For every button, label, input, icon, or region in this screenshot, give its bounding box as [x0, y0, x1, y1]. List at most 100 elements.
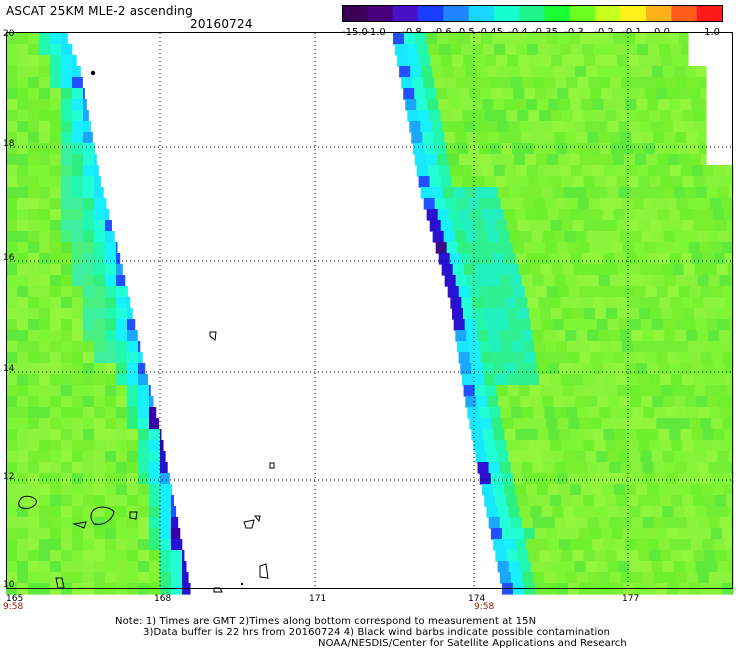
swath-cell — [607, 187, 620, 199]
swath-cell — [594, 220, 607, 232]
swath-cell — [116, 275, 126, 287]
swath-cell — [637, 297, 649, 309]
swath-cell — [634, 418, 646, 430]
swath-cell — [641, 66, 653, 78]
swath-cell — [545, 528, 558, 540]
swath-cell — [678, 154, 691, 166]
swath-cell — [50, 297, 62, 309]
swath-cell — [717, 187, 730, 199]
swath-cell — [50, 220, 62, 232]
swath-cell — [660, 110, 672, 122]
swath-cell — [6, 539, 18, 551]
swath-cell — [581, 539, 593, 551]
swath-cell — [675, 330, 687, 342]
swath-cell — [482, 165, 495, 177]
longitude-label: 177 — [622, 594, 639, 604]
swath-cell — [696, 231, 709, 243]
swath-cell — [713, 429, 726, 441]
swath-cell — [17, 451, 29, 463]
swath-cell — [657, 209, 670, 221]
swath-cell — [627, 550, 639, 562]
swath-cell — [17, 209, 29, 221]
swath-cell — [50, 66, 62, 78]
swath-cell — [17, 418, 29, 430]
swath-cell — [543, 462, 556, 474]
swath-cell — [498, 66, 510, 78]
swath-cell — [678, 418, 690, 430]
swath-cell — [585, 506, 598, 518]
swath-cell — [430, 55, 442, 67]
swath-cell — [523, 528, 536, 540]
swath-cell — [499, 330, 511, 342]
swath-cell — [83, 363, 95, 375]
swath-cell — [160, 539, 172, 551]
swath-cell — [704, 176, 717, 188]
swath-cell — [484, 495, 496, 507]
swath-cell — [630, 231, 643, 243]
swath-cell — [552, 561, 565, 573]
swath-cell — [655, 528, 668, 540]
swath-cell — [72, 308, 84, 320]
swath-cell — [474, 308, 486, 320]
swath-cell — [495, 495, 507, 507]
swath-cell — [641, 231, 654, 243]
swath-cell — [679, 33, 689, 45]
swath-cell — [603, 539, 615, 551]
swath-cell — [491, 154, 504, 166]
swath-cell — [651, 319, 664, 331]
swath-cell — [116, 484, 128, 496]
swath-cell — [39, 484, 51, 496]
swath-cell — [83, 429, 95, 441]
swath-cell — [17, 110, 29, 122]
swath-cell — [507, 308, 519, 320]
swath-cell — [521, 572, 534, 584]
swath-cell — [443, 66, 455, 78]
swath-cell — [83, 330, 95, 342]
swath-cell — [138, 517, 150, 529]
swath-cell — [596, 121, 608, 133]
swath-cell — [547, 33, 559, 45]
swath-cell — [6, 506, 18, 518]
swath-cell — [72, 297, 84, 309]
swath-cell — [460, 165, 473, 177]
swath-cell — [596, 451, 609, 463]
swath-cell — [72, 451, 84, 463]
swath-cell — [657, 484, 670, 496]
swath-cell — [643, 407, 655, 419]
swath-cell — [726, 220, 734, 232]
swath-cell — [588, 77, 600, 89]
swath-cell — [452, 308, 464, 320]
swath-cell — [719, 330, 731, 342]
swath-cell — [28, 374, 40, 386]
swath-cell — [39, 319, 51, 331]
swath-cell — [61, 319, 73, 331]
swath-cell — [541, 187, 554, 199]
swath-cell — [490, 242, 503, 254]
swath-cell — [17, 572, 29, 584]
swath-cell — [50, 99, 62, 111]
swath-cell — [6, 550, 18, 562]
swath-cell — [662, 561, 675, 573]
swath-cell — [441, 55, 453, 67]
swath-cell — [554, 517, 567, 529]
swath-cell — [138, 495, 150, 507]
swath-cell — [692, 297, 704, 309]
swath-cell — [61, 561, 73, 573]
swath-cell — [588, 198, 601, 210]
swath-cell — [519, 451, 532, 463]
swath-cell — [728, 187, 734, 199]
swath-cell — [648, 297, 660, 309]
swath-cell — [530, 561, 543, 573]
swath-cell — [629, 561, 642, 573]
swath-cell — [50, 440, 62, 452]
swath-cell — [448, 209, 461, 221]
swath-cell — [496, 264, 509, 276]
swath-cell — [50, 473, 62, 485]
swath-cell — [724, 253, 734, 265]
swath-cell — [637, 374, 650, 386]
swath-cell — [620, 517, 633, 529]
swath-cell — [546, 286, 559, 298]
swath-cell — [523, 143, 535, 155]
swath-cell — [712, 484, 725, 496]
swath-cell — [644, 242, 657, 254]
